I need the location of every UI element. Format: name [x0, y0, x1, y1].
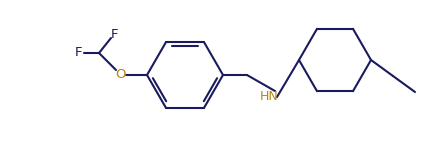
Text: F: F — [75, 46, 83, 60]
Text: F: F — [110, 28, 118, 42]
Text: O: O — [116, 69, 126, 81]
Text: HN: HN — [260, 90, 278, 104]
